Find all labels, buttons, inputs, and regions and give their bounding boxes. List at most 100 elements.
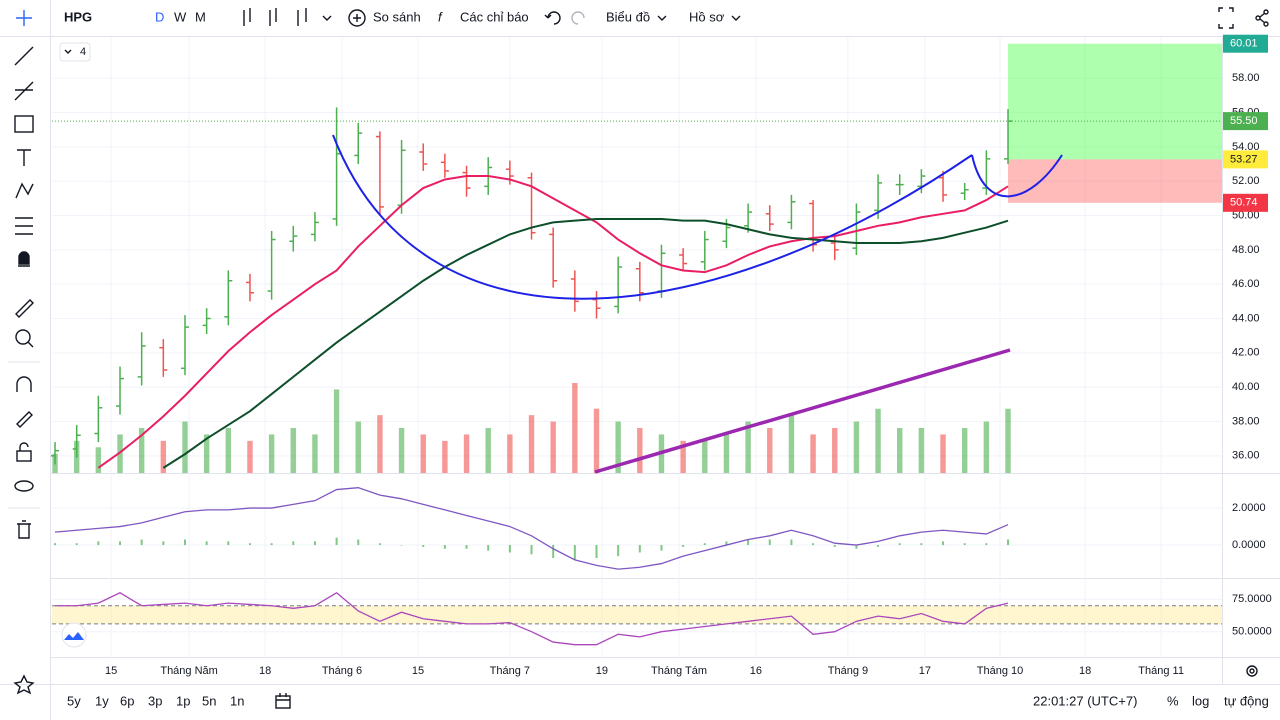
y-tick-label: 58.00 [1232, 72, 1260, 84]
chart-menu[interactable]: Biểu đồ [606, 9, 650, 24]
volume-bar [420, 434, 426, 473]
compare-icon[interactable] [348, 9, 366, 27]
x-tick-label: 17 [919, 665, 931, 677]
macd-histogram [465, 545, 468, 549]
volume-bar [680, 440, 686, 473]
fullscreen[interactable] [1218, 7, 1234, 29]
volume-bar [810, 434, 816, 473]
y-tick-label: 54.00 [1232, 141, 1260, 153]
undo[interactable] [544, 11, 561, 25]
volume-bar [853, 421, 860, 473]
macd-histogram [54, 543, 57, 546]
macd-histogram [682, 545, 685, 547]
y-tick-label: 48.00 [1232, 244, 1260, 256]
macd-histogram [248, 543, 251, 546]
volume-bar [637, 428, 643, 473]
clock: 22:01:27 (UTC+7) [1033, 693, 1137, 708]
macd-histogram [703, 543, 706, 546]
volume-bar [138, 428, 145, 473]
range[interactable]: 1n [230, 693, 244, 708]
volume-bar [290, 428, 296, 473]
volume-bar [160, 440, 167, 473]
indicators-button[interactable]: Các chỉ báo [460, 9, 529, 24]
log-toggle[interactable]: log [1192, 693, 1209, 708]
range[interactable]: 5n [202, 693, 216, 708]
range[interactable]: 5y [67, 693, 81, 708]
percent-toggle[interactable]: % [1167, 693, 1179, 708]
volume-bar [355, 421, 361, 473]
y-tick-label: 52.00 [1232, 175, 1260, 187]
macd-histogram [335, 537, 338, 546]
macd-histogram [270, 543, 273, 546]
x-tick-label: Tháng Năm [160, 665, 217, 677]
macd-histogram [97, 541, 100, 546]
volume-bar [182, 421, 188, 473]
macd-histogram [227, 541, 230, 546]
range[interactable]: 3p [148, 693, 162, 708]
arc-drawing [332, 134, 1063, 300]
y-tick-label: 36.00 [1232, 450, 1260, 462]
x-tick-label: 18 [259, 665, 271, 677]
x-tick-label: Tháng 10 [977, 665, 1023, 677]
price-label: 60.01 [1230, 38, 1258, 50]
x-tick-label: Tháng 9 [828, 665, 868, 677]
share[interactable] [1255, 9, 1269, 27]
macd-histogram [400, 545, 403, 546]
macd-histogram [877, 545, 880, 547]
interval[interactable]: D [155, 9, 164, 24]
price-label-bg [1223, 34, 1268, 53]
macd-histogram [162, 541, 165, 546]
x-tick-label: 16 [750, 665, 762, 677]
compare-button[interactable]: So sánh [373, 9, 421, 24]
interval[interactable]: W [174, 9, 187, 24]
symbol[interactable]: HPG [64, 9, 92, 24]
volume-bar [593, 408, 600, 473]
price-label-bg [1223, 150, 1268, 169]
fx-icon: f [438, 9, 443, 24]
range[interactable]: 1p [176, 693, 190, 708]
profile-menu[interactable]: Hồ sơ [689, 9, 725, 24]
logo[interactable] [61, 622, 87, 648]
macd-histogram [508, 545, 511, 553]
volume-bar [95, 447, 102, 473]
x-tick-label: Tháng 6 [322, 665, 362, 677]
interval[interactable]: M [195, 9, 206, 24]
volume-bar [615, 421, 621, 473]
macd-histogram [75, 543, 78, 546]
macd-histogram [487, 545, 490, 551]
range[interactable]: 1y [95, 693, 109, 708]
macd-histogram [292, 541, 295, 546]
macd-histogram [747, 539, 750, 546]
drawing-toolbar[interactable] [13, 10, 35, 695]
x-tick-label: 18 [1079, 665, 1091, 677]
legend-toggle[interactable] [59, 42, 91, 62]
chart-style-icons[interactable] [243, 8, 332, 26]
date-picker[interactable] [275, 693, 291, 709]
price-label-bg [1223, 112, 1268, 131]
volume-bar [225, 428, 232, 473]
macd-histogram [1007, 539, 1010, 546]
moving-average [162, 217, 1009, 469]
macd-histogram [443, 545, 446, 549]
macd-histogram [422, 545, 425, 547]
macd-histogram [378, 543, 381, 546]
redo[interactable] [571, 11, 585, 25]
y-tick-label: 46.00 [1232, 278, 1260, 290]
macd-histogram [313, 541, 316, 546]
auto-toggle[interactable]: tự động [1224, 693, 1269, 708]
volume-bar [745, 421, 751, 473]
macd-histogram [357, 539, 360, 546]
x-tick-label: Tháng 7 [490, 665, 530, 677]
macd-histogram [812, 543, 815, 546]
x-tick-label: 19 [596, 665, 608, 677]
chevron [731, 15, 741, 21]
settings[interactable] [1246, 665, 1258, 677]
volume-bar [398, 428, 405, 473]
y-tick-label: 75.0000 [1232, 593, 1272, 605]
y-tick-label: 40.00 [1232, 381, 1260, 393]
volume-bar [333, 389, 340, 473]
range[interactable]: 6p [120, 693, 134, 708]
volume-bar [528, 415, 535, 473]
macd-histogram [660, 545, 663, 551]
